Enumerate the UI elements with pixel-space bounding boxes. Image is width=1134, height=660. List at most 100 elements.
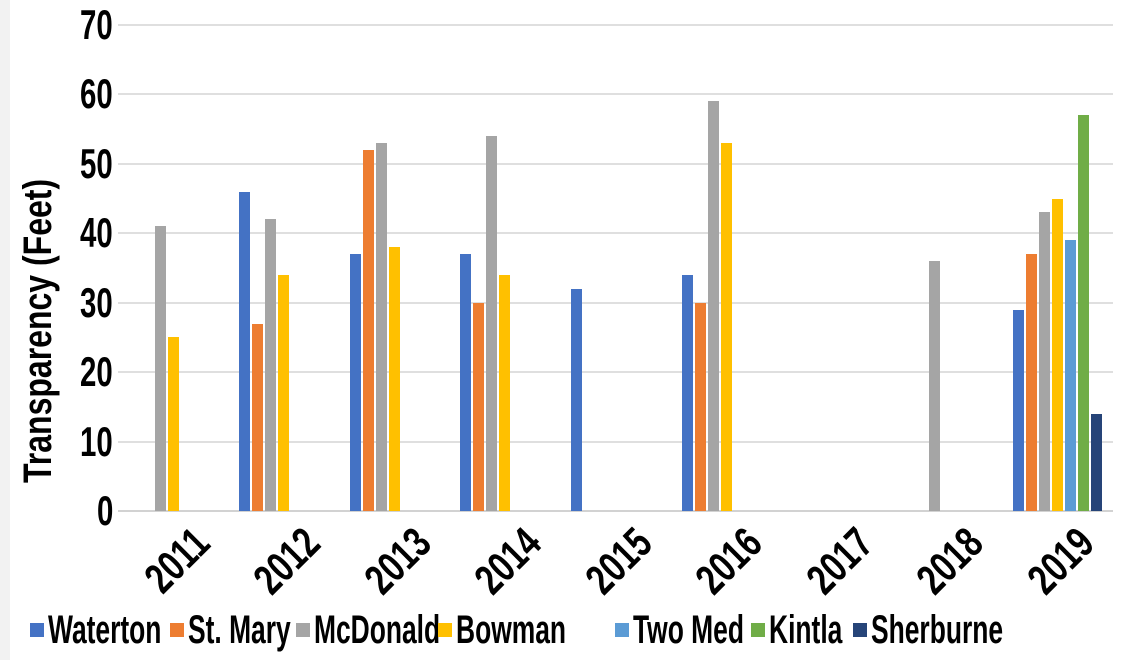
bar-mcdonald-2014 — [486, 136, 498, 511]
bar-bowman-2011 — [167, 337, 179, 511]
bar-two-med-2019 — [1065, 240, 1077, 511]
bar-slot-bowman-2017 — [830, 25, 843, 511]
legend: Waterton St. Mary McDonald Bowman Two Med Kin… — [0, 608, 1134, 652]
bar-slot-two-med-2015 — [622, 25, 635, 511]
x-tick-label-2012: 2012 — [244, 518, 330, 604]
y-tick-label-60: 60 — [80, 70, 113, 118]
bar-slot-st-mary-2013 — [362, 25, 375, 511]
legend-swatch-bowman — [438, 623, 452, 637]
gridline-20 — [118, 371, 1113, 374]
bar-slot-bowman-2018 — [941, 25, 954, 511]
bar-slot-sherburne-2012 — [316, 25, 329, 511]
bar-group-2015 — [560, 25, 671, 511]
legend-item-kintla: Kintla — [751, 608, 880, 652]
legend-label-two-med: Two Med — [633, 608, 744, 652]
bar-group-2018 — [892, 25, 1003, 511]
legend-item-two-med: Two Med — [615, 608, 801, 652]
bar-slot-two-med-2019 — [1064, 25, 1077, 511]
y-tick-label-10: 10 — [80, 417, 113, 465]
bar-area-2017 — [791, 25, 882, 511]
legend-label-mcdonald: McDonald — [314, 608, 441, 652]
bar-bowman-2012 — [278, 275, 290, 511]
bar-slot-waterton-2017 — [791, 25, 804, 511]
y-tick-label-0: 0 — [96, 487, 113, 534]
gridline-40 — [118, 232, 1113, 235]
bar-slot-mcdonald-2011 — [154, 25, 167, 511]
bar-slot-kintla-2011 — [193, 25, 206, 511]
x-tick-label-2017: 2017 — [797, 518, 883, 604]
bar-slot-kintla-2016 — [746, 25, 759, 511]
bar-slot-two-med-2014 — [511, 25, 524, 511]
y-tick-label-50: 50 — [80, 139, 113, 187]
bar-area-2016 — [681, 25, 772, 511]
bar-slot-st-mary-2019 — [1025, 25, 1038, 511]
bar-slot-waterton-2019 — [1012, 25, 1025, 511]
bar-slot-kintla-2017 — [856, 25, 869, 511]
bar-slot-kintla-2013 — [414, 25, 427, 511]
gridline-50 — [118, 162, 1113, 165]
legend-swatch-two-med — [615, 623, 629, 637]
bar-st-mary-2012 — [252, 324, 264, 511]
bar-group-2013 — [339, 25, 450, 511]
bar-slot-sherburne-2011 — [206, 25, 219, 511]
bar-slot-st-mary-2012 — [251, 25, 264, 511]
bar-slot-bowman-2014 — [498, 25, 511, 511]
bar-slot-two-med-2017 — [843, 25, 856, 511]
bar-mcdonald-2013 — [375, 143, 387, 511]
bar-bowman-2014 — [499, 275, 511, 511]
window-edge — [0, 0, 10, 660]
bar-slot-waterton-2018 — [902, 25, 915, 511]
plot-area — [118, 24, 1113, 512]
bar-slot-bowman-2011 — [167, 25, 180, 511]
legend-label-waterton: Waterton — [48, 608, 162, 652]
bar-group-2016 — [671, 25, 782, 511]
bar-slot-kintla-2019 — [1077, 25, 1090, 511]
legend-swatch-st-mary — [170, 623, 184, 637]
bar-slot-mcdonald-2014 — [485, 25, 498, 511]
bar-area-2019 — [1012, 25, 1103, 511]
bar-slot-sherburne-2015 — [648, 25, 661, 511]
bar-mcdonald-2019 — [1039, 212, 1051, 511]
bar-slot-st-mary-2017 — [804, 25, 817, 511]
x-tick-label-2019: 2019 — [1018, 518, 1104, 604]
y-tick-label-70: 70 — [80, 1, 113, 48]
legend-item-sherburne: Sherburne — [853, 608, 1071, 652]
bar-area-2015 — [570, 25, 661, 511]
x-tick-label-2016: 2016 — [687, 518, 772, 604]
bar-slot-two-med-2016 — [733, 25, 746, 511]
bar-st-mary-2014 — [473, 303, 485, 511]
bar-area-2014 — [459, 25, 550, 511]
x-tick-label-2018: 2018 — [908, 518, 993, 604]
bar-slot-waterton-2013 — [349, 25, 362, 511]
bar-waterton-2016 — [681, 275, 693, 511]
bar-waterton-2013 — [349, 254, 361, 511]
bar-slot-mcdonald-2019 — [1038, 25, 1051, 511]
legend-swatch-kintla — [751, 623, 765, 637]
bar-slot-st-mary-2018 — [915, 25, 928, 511]
bar-slot-mcdonald-2013 — [375, 25, 388, 511]
x-tick-label-2011: 2011 — [135, 518, 220, 603]
bar-slot-bowman-2012 — [277, 25, 290, 511]
bar-st-mary-2013 — [362, 150, 374, 511]
bar-waterton-2015 — [571, 289, 583, 511]
bar-mcdonald-2011 — [154, 226, 166, 511]
bar-slot-sherburne-2017 — [869, 25, 882, 511]
bar-slot-sherburne-2019 — [1090, 25, 1103, 511]
bar-area-2013 — [349, 25, 440, 511]
bar-slot-sherburne-2013 — [427, 25, 440, 511]
bar-slot-bowman-2016 — [720, 25, 733, 511]
bar-slot-st-mary-2016 — [694, 25, 707, 511]
gridline-70 — [118, 24, 1113, 26]
bar-slot-mcdonald-2012 — [264, 25, 277, 511]
bar-st-mary-2019 — [1026, 254, 1038, 511]
bar-area-2012 — [238, 25, 329, 511]
bar-slot-waterton-2011 — [128, 25, 141, 511]
bar-slot-two-med-2018 — [954, 25, 967, 511]
bar-slot-waterton-2012 — [238, 25, 251, 511]
bar-slot-sherburne-2014 — [537, 25, 550, 511]
bar-slot-mcdonald-2018 — [928, 25, 941, 511]
bar-slot-st-mary-2015 — [583, 25, 596, 511]
bar-area-2018 — [902, 25, 993, 511]
bar-bowman-2016 — [720, 143, 732, 511]
x-tick-label-2014: 2014 — [466, 518, 551, 604]
